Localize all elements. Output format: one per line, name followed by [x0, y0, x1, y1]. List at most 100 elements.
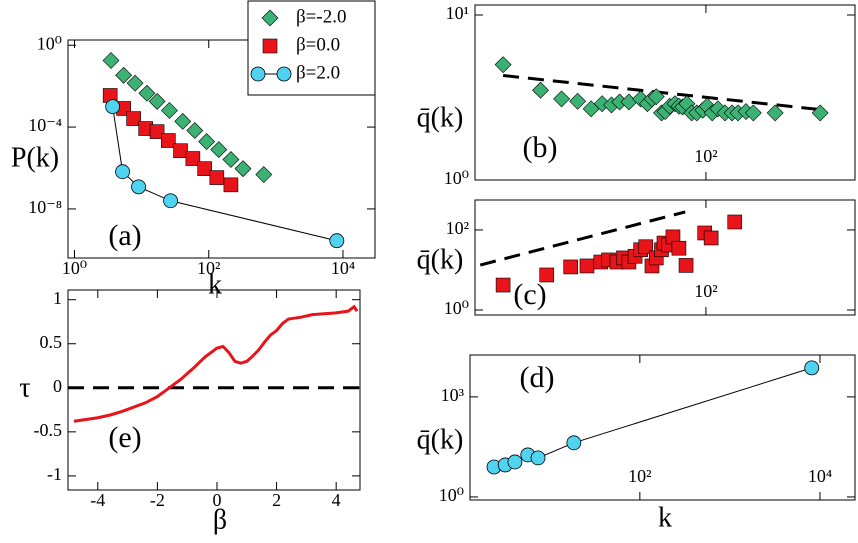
x-axis-label: k: [208, 269, 222, 300]
legend-label: β=0.0: [296, 34, 340, 55]
plot-area: [479, 210, 686, 267]
point: [569, 92, 587, 110]
x-tick-label: 10²: [694, 146, 717, 166]
plot-frame: [474, 4, 856, 181]
x-tick-label: 10⁴: [808, 466, 832, 486]
point: [185, 151, 201, 166]
point: [620, 93, 638, 111]
y-axis-label: q̄(k): [417, 244, 464, 275]
point: [186, 122, 204, 139]
point: [250, 66, 266, 82]
point: [198, 133, 216, 151]
panel-label: (a): [108, 219, 141, 252]
x-tick-label: 4: [332, 490, 341, 510]
point: [678, 258, 694, 273]
plot-area: [502, 73, 826, 112]
y-tick-label: 10⁰: [444, 298, 469, 318]
point: [507, 454, 523, 470]
point: [222, 151, 240, 168]
panel: -4 -2 0 2 4 -1 -0.5 0 0.5 1 (e) τ β: [19, 288, 361, 535]
point: [255, 166, 273, 183]
y-axis-label: τ: [19, 372, 30, 403]
x-tick-label: 10²: [694, 281, 717, 301]
point: [532, 81, 549, 99]
plot-frame: [474, 199, 856, 316]
point: [234, 160, 252, 178]
panel: 10² 10⁴ 10⁰ 10³ (d) q̄(k) k: [417, 354, 856, 533]
y-tick-label: 0: [53, 376, 62, 396]
point: [539, 267, 555, 283]
x-tick-label: 0: [212, 490, 221, 510]
x-tick-label: -4: [90, 490, 105, 510]
point: [161, 102, 178, 119]
panel-label: (b): [523, 131, 558, 164]
point: [163, 193, 178, 209]
point: [115, 164, 130, 180]
panel-label: (c): [513, 278, 546, 311]
point: [329, 233, 345, 249]
x-tick-label: 10⁴: [331, 258, 355, 278]
point: [131, 179, 146, 195]
legend-label: β=2.0: [296, 62, 340, 83]
point: [671, 240, 687, 256]
point: [638, 239, 654, 255]
fit-line: [479, 210, 686, 267]
y-tick-label: 10⁰: [444, 168, 469, 188]
x-tick-label: -2: [150, 490, 165, 510]
point: [495, 277, 511, 293]
point: [149, 124, 165, 139]
series-line: [73, 304, 359, 423]
point: [197, 161, 212, 176]
y-axis-label: q̄(k): [417, 424, 464, 455]
legend: β=-2.0 β=0.0 β=2.0: [247, 0, 376, 96]
point: [647, 88, 665, 106]
panel-label: (d): [520, 361, 555, 394]
x-tick-label: 10⁰: [62, 258, 87, 278]
plot-frame: [67, 39, 376, 259]
plot-area: [68, 304, 360, 423]
x-axis-label: k: [658, 502, 672, 533]
x-tick-label: 2: [272, 490, 281, 510]
point: [115, 66, 133, 84]
point: [530, 450, 546, 466]
point: [223, 177, 239, 193]
point: [174, 112, 192, 130]
point: [744, 104, 762, 122]
point: [566, 435, 582, 451]
y-axis-label: q̄(k): [417, 102, 464, 133]
panel-label: (e): [108, 421, 141, 454]
point: [138, 84, 156, 102]
y-tick-label: 10⁰: [37, 33, 62, 53]
x-tick-label: 10²: [197, 258, 220, 278]
y-tick-label: 10¹: [446, 3, 469, 23]
point: [553, 90, 570, 108]
y-tick-label: 1: [53, 288, 62, 308]
y-tick-label: -1: [47, 464, 62, 484]
plot-frame: [469, 354, 856, 501]
point: [161, 133, 176, 148]
point: [102, 52, 120, 69]
legend-label: β=-2.0: [296, 6, 346, 27]
x-tick-label: 10²: [628, 466, 651, 486]
panel: 10² 10⁰ 10² (c) q̄(k): [417, 199, 856, 318]
y-tick-label: 10²: [446, 218, 469, 238]
point: [209, 170, 225, 185]
point: [579, 258, 595, 274]
point: [126, 111, 141, 126]
point: [210, 141, 228, 159]
y-tick-label: 10⁻⁸: [28, 197, 62, 217]
point: [261, 9, 279, 27]
point: [727, 214, 743, 230]
y-tick-label: 10³: [441, 385, 465, 405]
y-tick-label: -0.5: [34, 420, 63, 440]
x-axis-label: β: [213, 504, 227, 535]
point: [276, 66, 292, 82]
point: [766, 104, 784, 122]
panel: 10⁰ 10² 10⁴ 10⁰ 10⁻⁴ 10⁻⁸ (a) P(k) k: [11, 33, 376, 300]
point: [105, 99, 121, 115]
point: [262, 38, 278, 54]
panel: 10² 10⁰ 10¹ (b) q̄(k): [417, 3, 856, 188]
point: [703, 230, 719, 246]
plot-frame: [67, 289, 361, 491]
